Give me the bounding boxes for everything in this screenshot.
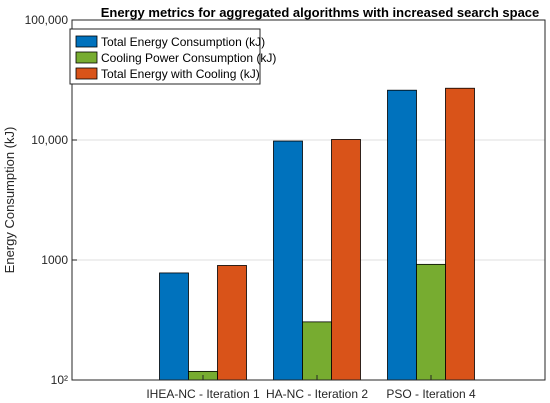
y-ticks: 10² 1000 10,000 100,000 [25,13,77,387]
y-tick-label: 10,000 [31,133,68,147]
y-tick-label: 100,000 [25,13,69,27]
plot-frame [71,19,546,381]
legend-box [69,28,261,85]
y-axis-label: Energy Consumption (kJ) [2,127,17,274]
legend-label: Total Energy with Cooling (kJ) [101,67,260,81]
legend: Total Energy Consumption (kJ) Cooling Pow… [69,28,276,85]
legend-label: Total Energy Consumption (kJ) [101,35,265,49]
y-tick-label: 10² [51,373,68,387]
legend-swatch [75,67,98,80]
bar [331,139,361,381]
x-tick-label: IHEA-NC - Iteration 1 [146,387,260,401]
bar [387,89,417,381]
legend-swatch [75,35,98,48]
bar [159,272,189,381]
chart-title: Energy metrics for aggregated algorithms… [101,5,540,20]
legend-swatch [75,51,98,64]
x-tick-label: HA-NC - Iteration 2 [266,387,368,401]
bar [302,321,332,381]
bar [416,263,446,381]
bar [273,140,303,381]
legend-label: Cooling Power Consumption (kJ) [101,51,276,65]
y-tick-label: 1000 [41,253,68,267]
bars-layer [159,87,475,381]
bar [217,265,247,381]
x-ticks: IHEA-NC - Iteration 1 HA-NC - Iteration 2… [146,375,476,401]
bar [445,87,475,381]
x-tick-label: PSO - Iteration 4 [386,387,476,401]
